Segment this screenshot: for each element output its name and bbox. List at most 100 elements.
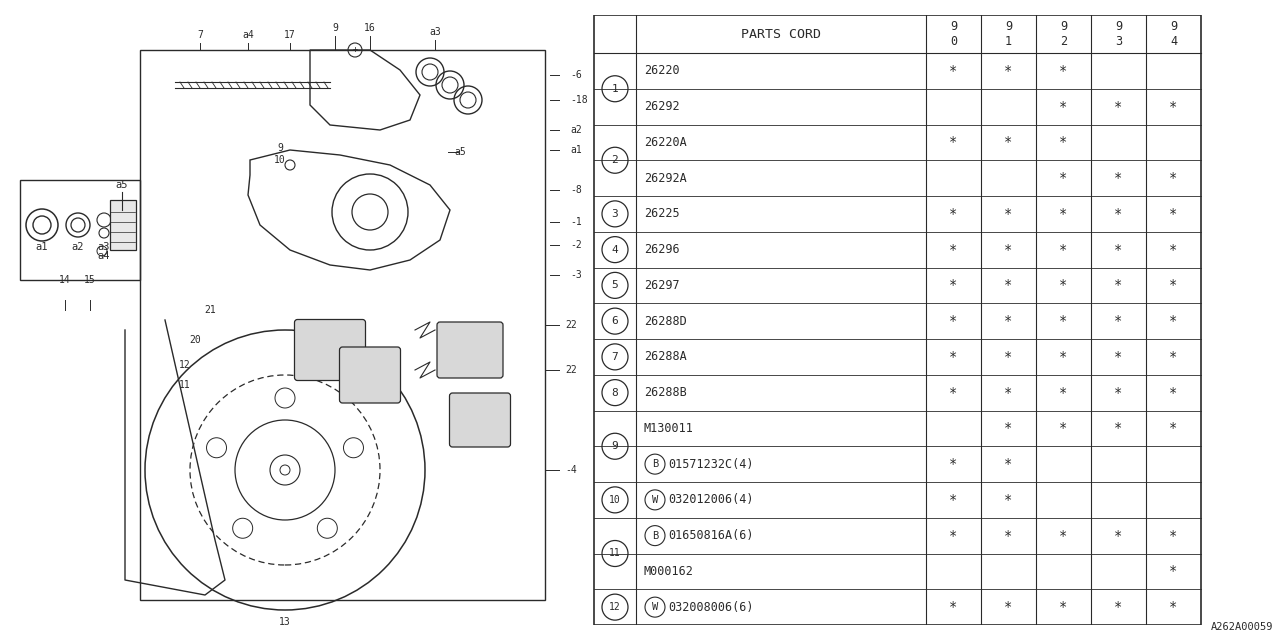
Text: -18: -18 [570,95,588,105]
Text: 22: 22 [564,365,577,375]
Text: *: * [1060,136,1068,149]
Text: *: * [1005,243,1012,257]
Text: A262A00059: A262A00059 [1211,622,1274,632]
Text: 13: 13 [279,617,291,627]
Text: *: * [1005,350,1012,364]
Text: -3: -3 [570,270,581,280]
Text: 26288B: 26288B [644,386,687,399]
Text: 12: 12 [179,360,191,370]
Text: *: * [1060,64,1068,78]
Text: 26220A: 26220A [644,136,687,149]
FancyBboxPatch shape [339,347,401,403]
Text: *: * [1115,529,1123,543]
Text: *: * [1005,600,1012,614]
Text: *: * [1170,278,1178,292]
Text: 032008006(6): 032008006(6) [668,600,754,614]
Text: 01650816A(6): 01650816A(6) [668,529,754,542]
Text: 12: 12 [609,602,621,612]
Text: *: * [950,243,957,257]
Text: -2: -2 [570,240,581,250]
Text: a1: a1 [570,145,581,155]
Text: W: W [652,495,658,505]
Text: 15: 15 [84,275,96,285]
FancyBboxPatch shape [449,393,511,447]
Text: *: * [950,457,957,471]
Text: *: * [1060,171,1068,185]
Text: 3: 3 [612,209,618,219]
Text: 14: 14 [59,275,70,285]
Text: 26297: 26297 [644,279,680,292]
Text: a2: a2 [72,242,84,252]
Text: *: * [1170,564,1178,579]
Text: *: * [950,64,957,78]
Text: *: * [1170,207,1178,221]
Text: 26220: 26220 [644,65,680,77]
Text: *: * [950,386,957,399]
Text: a4: a4 [97,251,110,261]
Text: a5: a5 [454,147,466,157]
Text: *: * [1060,278,1068,292]
Text: 9: 9 [332,23,338,33]
Text: *: * [1115,278,1123,292]
Text: *: * [950,136,957,149]
Text: 8: 8 [612,388,618,397]
Text: M000162: M000162 [644,565,694,578]
Text: *: * [1115,421,1123,435]
Text: 10: 10 [274,155,285,165]
Text: a2: a2 [570,125,581,135]
Text: 9
1: 9 1 [1005,20,1012,48]
Text: *: * [1115,100,1123,114]
Text: *: * [950,600,957,614]
Text: *: * [1115,314,1123,328]
Text: a4: a4 [242,30,253,40]
FancyBboxPatch shape [436,322,503,378]
Text: *: * [1170,421,1178,435]
Text: -6: -6 [570,70,581,80]
Text: *: * [1005,207,1012,221]
Text: B: B [652,459,658,469]
Text: 16: 16 [364,23,376,33]
Text: 10: 10 [609,495,621,505]
Text: *: * [1060,529,1068,543]
Text: a1: a1 [36,242,49,252]
Text: *: * [1170,529,1178,543]
Text: 9: 9 [276,143,283,153]
Text: *: * [1005,457,1012,471]
Text: *: * [1060,243,1068,257]
Text: 26288D: 26288D [644,315,687,328]
Text: 7: 7 [197,30,204,40]
Text: *: * [1170,100,1178,114]
Text: *: * [1115,243,1123,257]
Text: 21: 21 [204,305,216,315]
Text: *: * [950,350,957,364]
Text: a3: a3 [97,242,110,252]
Text: 01571232C(4): 01571232C(4) [668,458,754,470]
Text: *: * [1005,64,1012,78]
Text: *: * [1115,207,1123,221]
Text: *: * [950,314,957,328]
Text: 17: 17 [284,30,296,40]
Text: *: * [1005,314,1012,328]
Text: 26292: 26292 [644,100,680,113]
Text: *: * [1115,386,1123,399]
Text: *: * [1060,600,1068,614]
Text: 5: 5 [612,280,618,291]
Text: 9
2: 9 2 [1060,20,1068,48]
Text: *: * [1005,493,1012,507]
Text: 2: 2 [612,156,618,165]
Text: *: * [950,207,957,221]
Text: *: * [1170,314,1178,328]
Text: 11: 11 [179,380,191,390]
Text: *: * [1170,171,1178,185]
Bar [20,180,140,280]
Text: 9: 9 [612,441,618,451]
Text: *: * [1060,421,1068,435]
Text: a3: a3 [429,27,440,37]
Text: *: * [1005,529,1012,543]
Text: 26288A: 26288A [644,350,687,364]
Text: PARTS CORD: PARTS CORD [741,28,820,40]
Text: 9
4: 9 4 [1170,20,1178,48]
Text: *: * [1170,350,1178,364]
Text: 6: 6 [612,316,618,326]
Text: *: * [1060,100,1068,114]
